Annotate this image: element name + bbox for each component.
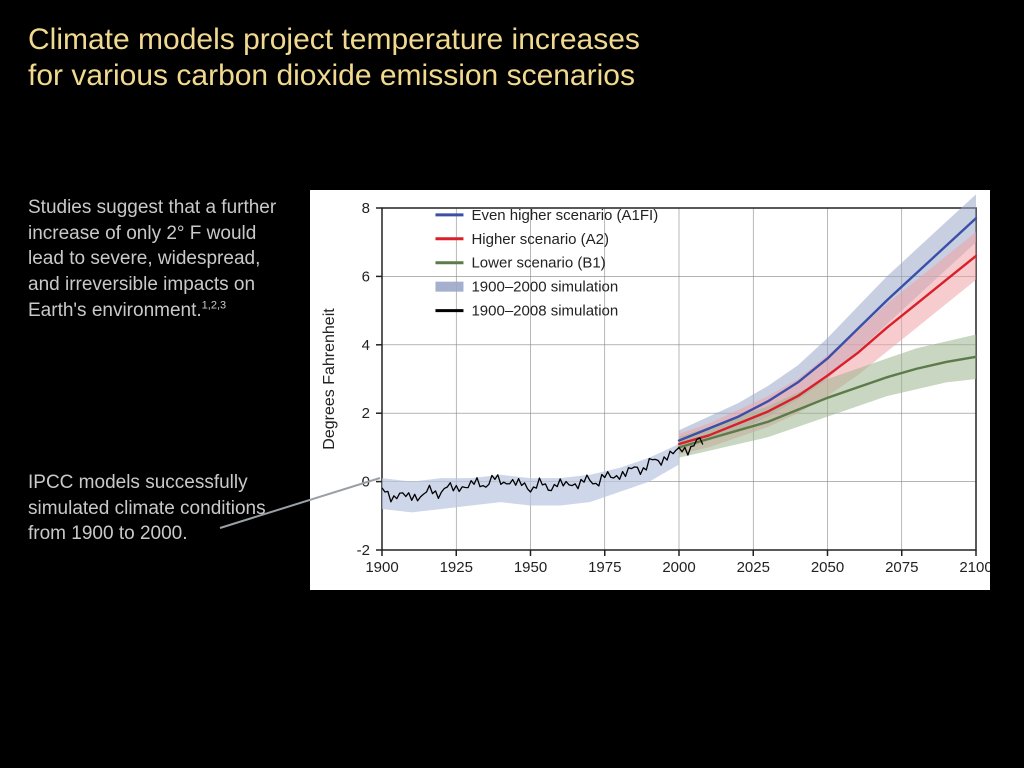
svg-text:Lower scenario (B1): Lower scenario (B1) xyxy=(471,255,605,272)
side-note-1-superscript: 1,2,3 xyxy=(202,299,226,311)
svg-text:2: 2 xyxy=(362,405,370,422)
svg-text:1900–2000 simulation: 1900–2000 simulation xyxy=(471,279,618,296)
svg-text:1900: 1900 xyxy=(365,559,398,576)
slide-title: Climate models project temperature incre… xyxy=(28,22,996,94)
svg-text:1925: 1925 xyxy=(440,559,473,576)
svg-text:2000: 2000 xyxy=(662,559,695,576)
chart-panel: 1900 1925 1950 1975 2000 2025 2050 2075 2100 -2 0 2… xyxy=(310,190,990,590)
side-note-2: IPCC models successfully simulated clima… xyxy=(28,470,288,547)
slide-root: Climate models project temperature incre… xyxy=(0,0,1024,768)
svg-text:Higher scenario (A2): Higher scenario (A2) xyxy=(471,231,609,248)
svg-text:8: 8 xyxy=(362,200,370,217)
title-line-1: Climate models project temperature incre… xyxy=(28,23,640,56)
svg-text:2075: 2075 xyxy=(885,559,918,576)
svg-text:6: 6 xyxy=(362,268,370,285)
side-note-1: Studies suggest that a further increase … xyxy=(28,195,288,323)
svg-text:4: 4 xyxy=(362,337,370,354)
svg-text:1950: 1950 xyxy=(514,559,547,576)
svg-text:Even higher scenario (A1FI): Even higher scenario (A1FI) xyxy=(471,207,658,224)
svg-text:-2: -2 xyxy=(357,542,370,559)
svg-text:2025: 2025 xyxy=(737,559,770,576)
side-note-1-body: Studies suggest that a further increase … xyxy=(28,197,276,321)
svg-text:Degrees Fahrenheit: Degrees Fahrenheit xyxy=(321,308,338,450)
title-line-2: for various carbon dioxide emission scen… xyxy=(28,59,635,92)
svg-text:1975: 1975 xyxy=(588,559,621,576)
svg-text:2100: 2100 xyxy=(959,559,990,576)
svg-text:1900–2008 simulation: 1900–2008 simulation xyxy=(471,303,618,320)
svg-text:2050: 2050 xyxy=(811,559,844,576)
temperature-projection-chart: 1900 1925 1950 1975 2000 2025 2050 2075 2100 -2 0 2… xyxy=(310,190,990,590)
svg-text:0: 0 xyxy=(362,474,370,491)
